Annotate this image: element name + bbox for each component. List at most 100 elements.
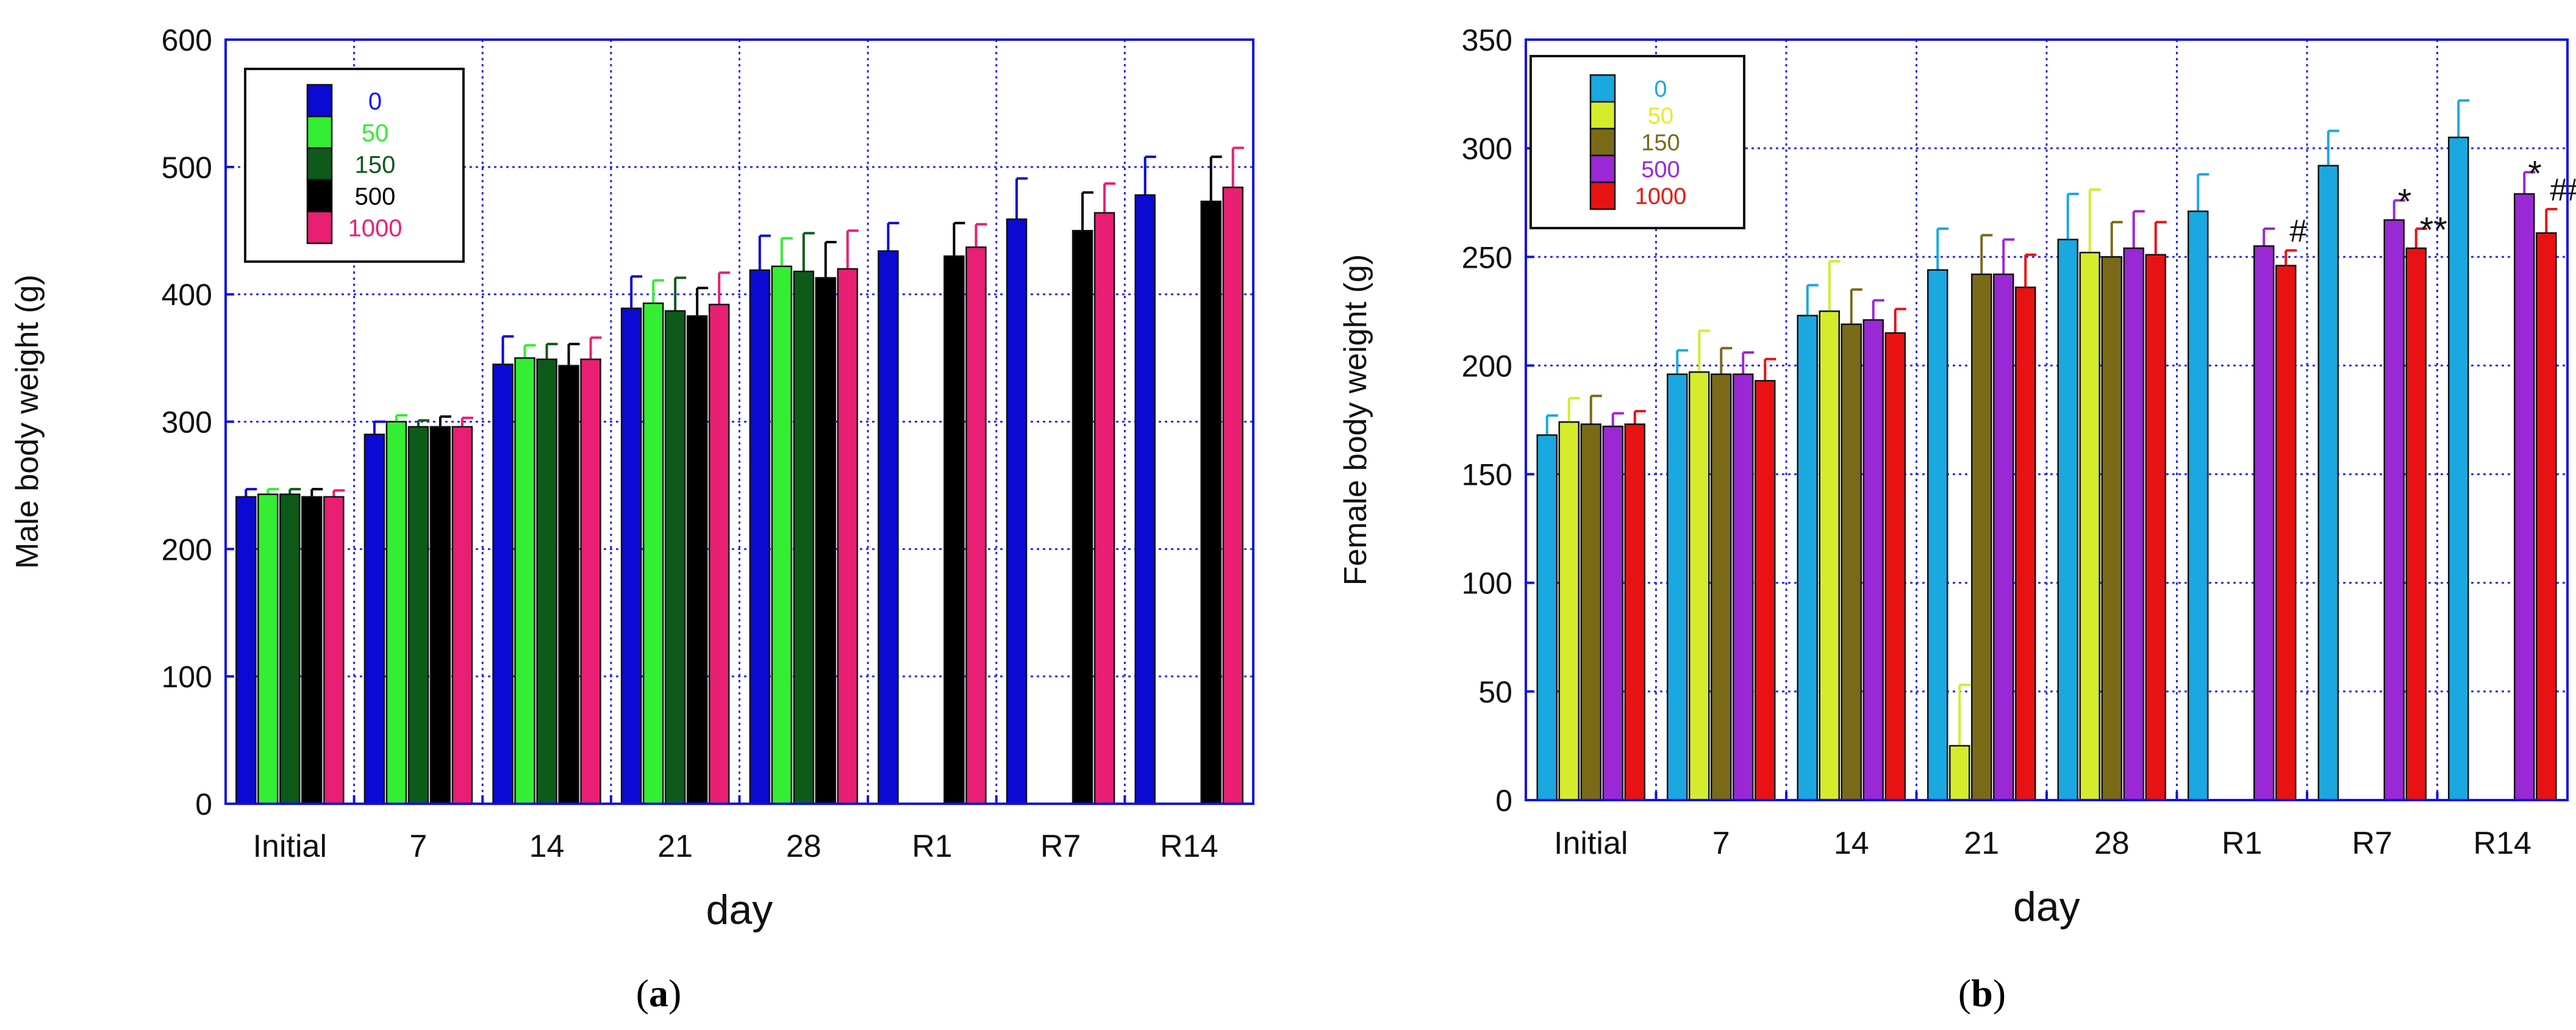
bar (943, 255, 965, 805)
x-tick-label: 14 (529, 829, 565, 864)
bar (749, 269, 771, 805)
bar (1797, 315, 1818, 801)
y-tick-label: 50 (1478, 675, 1512, 709)
bar (1536, 434, 1558, 801)
legend-swatch (306, 147, 333, 181)
x-tick-label: R1 (912, 829, 952, 864)
caption-open-paren: ( (636, 971, 649, 1015)
bar (2383, 219, 2405, 801)
caption-label: b (1971, 971, 1993, 1015)
bar (2536, 232, 2557, 801)
bar (878, 250, 899, 805)
x-tick-label: R1 (2222, 826, 2262, 861)
caption-close-paren: ) (668, 971, 681, 1015)
bar (2057, 238, 2078, 801)
significance-annotation: ** (2420, 210, 2447, 250)
bar (2015, 286, 2036, 801)
x-axis-title: day (706, 887, 773, 933)
bar (2145, 254, 2166, 801)
caption-label: a (649, 971, 668, 1015)
y-tick-label: 0 (1495, 784, 1512, 818)
bar (793, 270, 815, 805)
bar (1841, 323, 1862, 801)
bar (1755, 380, 1776, 801)
y-tick-label: 100 (162, 660, 212, 694)
bar (642, 302, 664, 805)
x-tick-label: 28 (786, 829, 821, 864)
bar (1558, 421, 1580, 801)
bar (235, 496, 257, 805)
x-tick-label: 7 (409, 829, 427, 864)
bar (2101, 256, 2122, 801)
legend-label: 0 (1654, 77, 1667, 102)
bar (1667, 373, 1688, 801)
bar (2188, 210, 2209, 801)
bar (965, 246, 987, 805)
legend-label: 1000 (1635, 184, 1687, 210)
x-axis-title: day (2013, 884, 2080, 930)
bar (514, 357, 535, 805)
bar (1949, 745, 1970, 801)
bar (1971, 273, 1992, 801)
y-tick-label: 300 (1462, 132, 1512, 166)
legend-swatch (306, 115, 333, 149)
bar (1733, 373, 1754, 801)
y-tick-label: 0 (195, 787, 212, 821)
y-axis-title: Female body weight (g) (1338, 254, 1373, 585)
bar (1819, 310, 1840, 801)
bar (815, 277, 837, 805)
legend-label: 50 (1648, 104, 1673, 129)
bar (2514, 193, 2535, 801)
bar (1093, 212, 1115, 805)
x-tick-label: 28 (2094, 826, 2130, 861)
bar (407, 426, 429, 805)
x-tick-label: Initial (253, 829, 327, 864)
legend-swatch (1589, 181, 1616, 210)
legend-label: 150 (1641, 131, 1680, 156)
x-tick-label: 21 (1964, 826, 1999, 861)
legend-swatch (306, 84, 333, 118)
x-tick-label: 7 (1712, 826, 1730, 861)
legend-swatch (1589, 101, 1616, 130)
y-tick-label: 600 (162, 23, 212, 57)
bar (1993, 273, 2014, 801)
bar (558, 365, 579, 805)
bar (1862, 319, 1884, 801)
y-tick-label: 400 (162, 278, 212, 312)
x-tick-label: R14 (1160, 829, 1218, 864)
legend-swatch (1589, 154, 1616, 184)
bar (1602, 425, 1623, 801)
x-tick-label: 14 (1834, 826, 1869, 861)
bar (2123, 247, 2144, 801)
bar (1072, 230, 1093, 805)
legend-box (1530, 55, 1745, 229)
y-tick-label: 150 (1462, 458, 1512, 492)
y-tick-label: 100 (1462, 567, 1512, 601)
legend-swatch (306, 210, 333, 245)
y-tick-label: 200 (1462, 349, 1512, 383)
bar (580, 358, 601, 805)
bar (451, 426, 473, 805)
bar (1927, 269, 1948, 801)
bar (429, 426, 451, 805)
bar (536, 358, 557, 805)
x-tick-label: R14 (2474, 826, 2531, 861)
x-tick-label: R7 (1040, 829, 1081, 864)
bar (301, 496, 323, 805)
y-tick-label: 300 (162, 406, 212, 440)
y-tick-label: 350 (1462, 23, 1512, 57)
bar (2317, 165, 2339, 801)
panel-b-caption: (b) (1958, 971, 2006, 1015)
x-tick-label: 21 (657, 829, 693, 864)
bar (363, 434, 385, 805)
bar (385, 421, 407, 805)
caption-open-paren: ( (1958, 971, 1971, 1015)
legend-swatch (306, 179, 333, 213)
bar (279, 493, 301, 805)
bar (2253, 245, 2275, 801)
significance-annotation: * (2528, 154, 2542, 193)
significance-annotation: # (2289, 214, 2307, 249)
